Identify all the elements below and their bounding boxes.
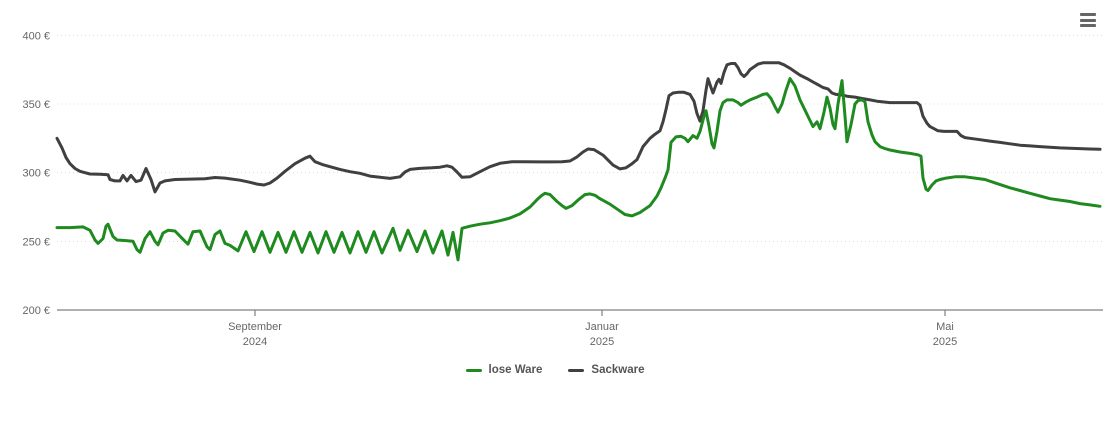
- y-axis-tick-label: 300 €: [22, 168, 50, 180]
- y-axis-tick-label: 350 €: [22, 99, 50, 111]
- legend-label: Sackware: [591, 364, 645, 376]
- y-axis-tick-label: 200 €: [22, 305, 50, 317]
- x-axis-tick-label: Januar: [585, 321, 619, 333]
- legend-swatch-sackware: [568, 368, 585, 372]
- legend-label: lose Ware: [488, 364, 543, 376]
- legend-swatch-lose-ware: [465, 368, 482, 372]
- series-line-sackware[interactable]: [55, 61, 1102, 194]
- hamburger-bar: [1080, 13, 1096, 16]
- hamburger-bar: [1080, 24, 1096, 27]
- hamburger-menu-icon[interactable]: [1080, 13, 1096, 27]
- x-axis-tick-label: 2025: [933, 336, 957, 348]
- x-axis-tick-label: 2024: [243, 336, 267, 348]
- x-axis-tick-label: Mai: [936, 321, 954, 333]
- legend-item-lose-ware[interactable]: lose Ware: [465, 364, 543, 376]
- chart-legend: lose Ware Sackware: [0, 364, 1110, 376]
- series-line-lose-ware[interactable]: [55, 77, 1102, 262]
- x-axis-tick-label: September: [228, 321, 282, 333]
- y-axis-tick-label: 250 €: [22, 236, 50, 248]
- x-axis-tick-label: 2025: [590, 336, 614, 348]
- legend-item-sackware[interactable]: Sackware: [568, 364, 644, 376]
- hamburger-bar: [1080, 18, 1096, 22]
- y-axis-tick-label: 400 €: [22, 30, 50, 42]
